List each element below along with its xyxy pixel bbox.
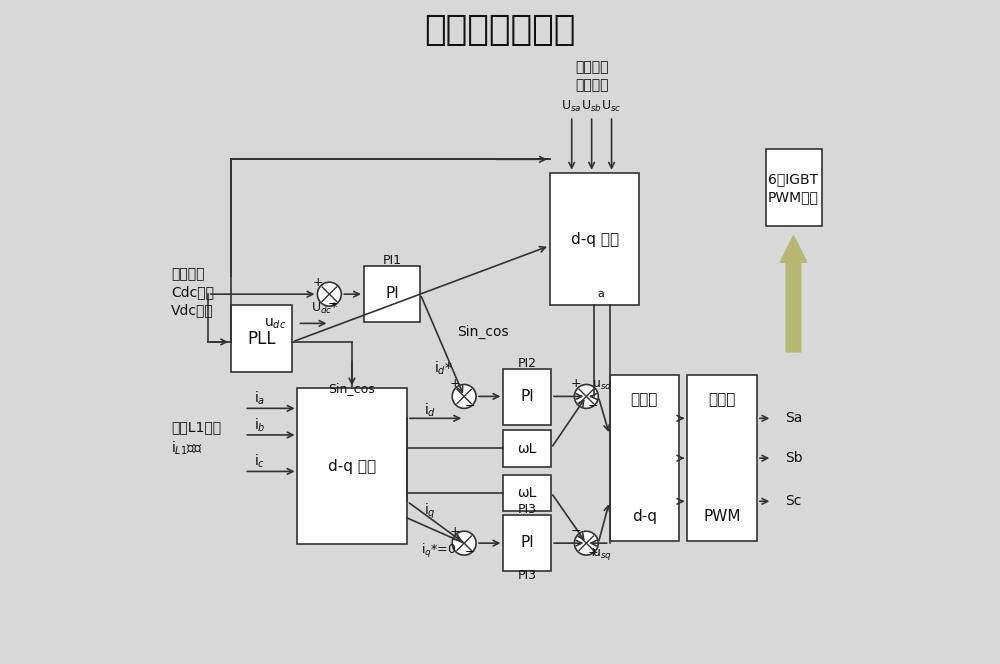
Text: PI: PI (385, 286, 399, 301)
Text: −: − (327, 297, 338, 311)
Text: Sa: Sa (786, 411, 803, 426)
Circle shape (452, 384, 476, 408)
Text: U$_{sc}$: U$_{sc}$ (601, 99, 622, 114)
Text: Sc: Sc (786, 494, 802, 509)
Bar (297, 388, 407, 544)
Text: Sin_cos: Sin_cos (329, 382, 375, 395)
Text: 反变换: 反变换 (631, 392, 658, 407)
Text: i$_q$: i$_q$ (424, 501, 436, 521)
Bar (766, 149, 822, 226)
Text: i$_b$: i$_b$ (254, 416, 266, 434)
Text: a: a (598, 289, 605, 299)
Text: d-q 变换: d-q 变换 (571, 232, 619, 246)
Text: −: − (465, 400, 475, 413)
Text: 6个IGBT
PWM驱动: 6个IGBT PWM驱动 (768, 172, 819, 204)
Bar (550, 173, 639, 305)
Text: −: − (588, 400, 598, 413)
Text: ωL: ωL (518, 486, 537, 500)
Text: +: + (313, 276, 323, 289)
Text: d-q 变换: d-q 变换 (328, 459, 376, 474)
Text: PWM: PWM (703, 509, 741, 524)
Text: i$_a$: i$_a$ (254, 390, 266, 407)
Text: PI2: PI2 (518, 357, 537, 370)
Text: PI3: PI3 (518, 503, 537, 517)
Text: U$_{sb}$: U$_{sb}$ (581, 99, 602, 114)
Circle shape (317, 282, 341, 306)
Bar (503, 369, 551, 425)
Text: u$_{sq}$: u$_{sq}$ (592, 547, 611, 562)
Text: ωL: ωL (518, 442, 537, 456)
Text: −: − (465, 546, 475, 559)
Text: u$_{sd}$: u$_{sd}$ (592, 378, 612, 392)
Text: i$_q$*=0: i$_q$*=0 (421, 542, 457, 560)
Bar (231, 305, 292, 372)
Text: U$_{dc}$*: U$_{dc}$* (311, 301, 339, 316)
Text: Sb: Sb (786, 451, 803, 465)
Bar (687, 375, 757, 541)
Text: 整流器控制装置: 整流器控制装置 (424, 13, 576, 47)
Text: 直流电容
Cdc电压
Vdc检测: 直流电容 Cdc电压 Vdc检测 (171, 267, 214, 317)
Text: −: − (571, 525, 582, 538)
Text: i$_d$*: i$_d$* (434, 360, 453, 377)
Text: PLL: PLL (247, 329, 276, 348)
Text: +: + (571, 377, 582, 390)
Text: +: + (588, 546, 598, 559)
Text: U$_{sa}$: U$_{sa}$ (561, 99, 582, 114)
Text: i$_d$: i$_d$ (424, 402, 436, 419)
Text: +: + (450, 377, 460, 390)
FancyArrow shape (780, 236, 807, 352)
Bar (503, 515, 551, 571)
Text: 发生器: 发生器 (708, 392, 736, 407)
Bar (503, 430, 551, 467)
Text: u$_{dc}$: u$_{dc}$ (264, 316, 287, 331)
Text: d-q: d-q (632, 509, 657, 524)
Text: +: + (450, 525, 460, 538)
Text: i$_c$: i$_c$ (254, 453, 266, 470)
Circle shape (452, 531, 476, 555)
Text: 电源系统
电压检测: 电源系统 电压检测 (575, 60, 608, 92)
Circle shape (574, 531, 598, 555)
Text: PI1: PI1 (382, 254, 401, 267)
Text: Sin_cos: Sin_cos (458, 325, 509, 339)
Circle shape (574, 384, 598, 408)
Text: PI: PI (520, 535, 534, 550)
Text: 电感L1电流
i$_{L1}$检测: 电感L1电流 i$_{L1}$检测 (171, 420, 221, 457)
Bar (364, 266, 420, 322)
Bar (503, 475, 551, 511)
Bar (610, 375, 679, 541)
Text: PI3: PI3 (518, 569, 537, 582)
Text: PI: PI (520, 389, 534, 404)
